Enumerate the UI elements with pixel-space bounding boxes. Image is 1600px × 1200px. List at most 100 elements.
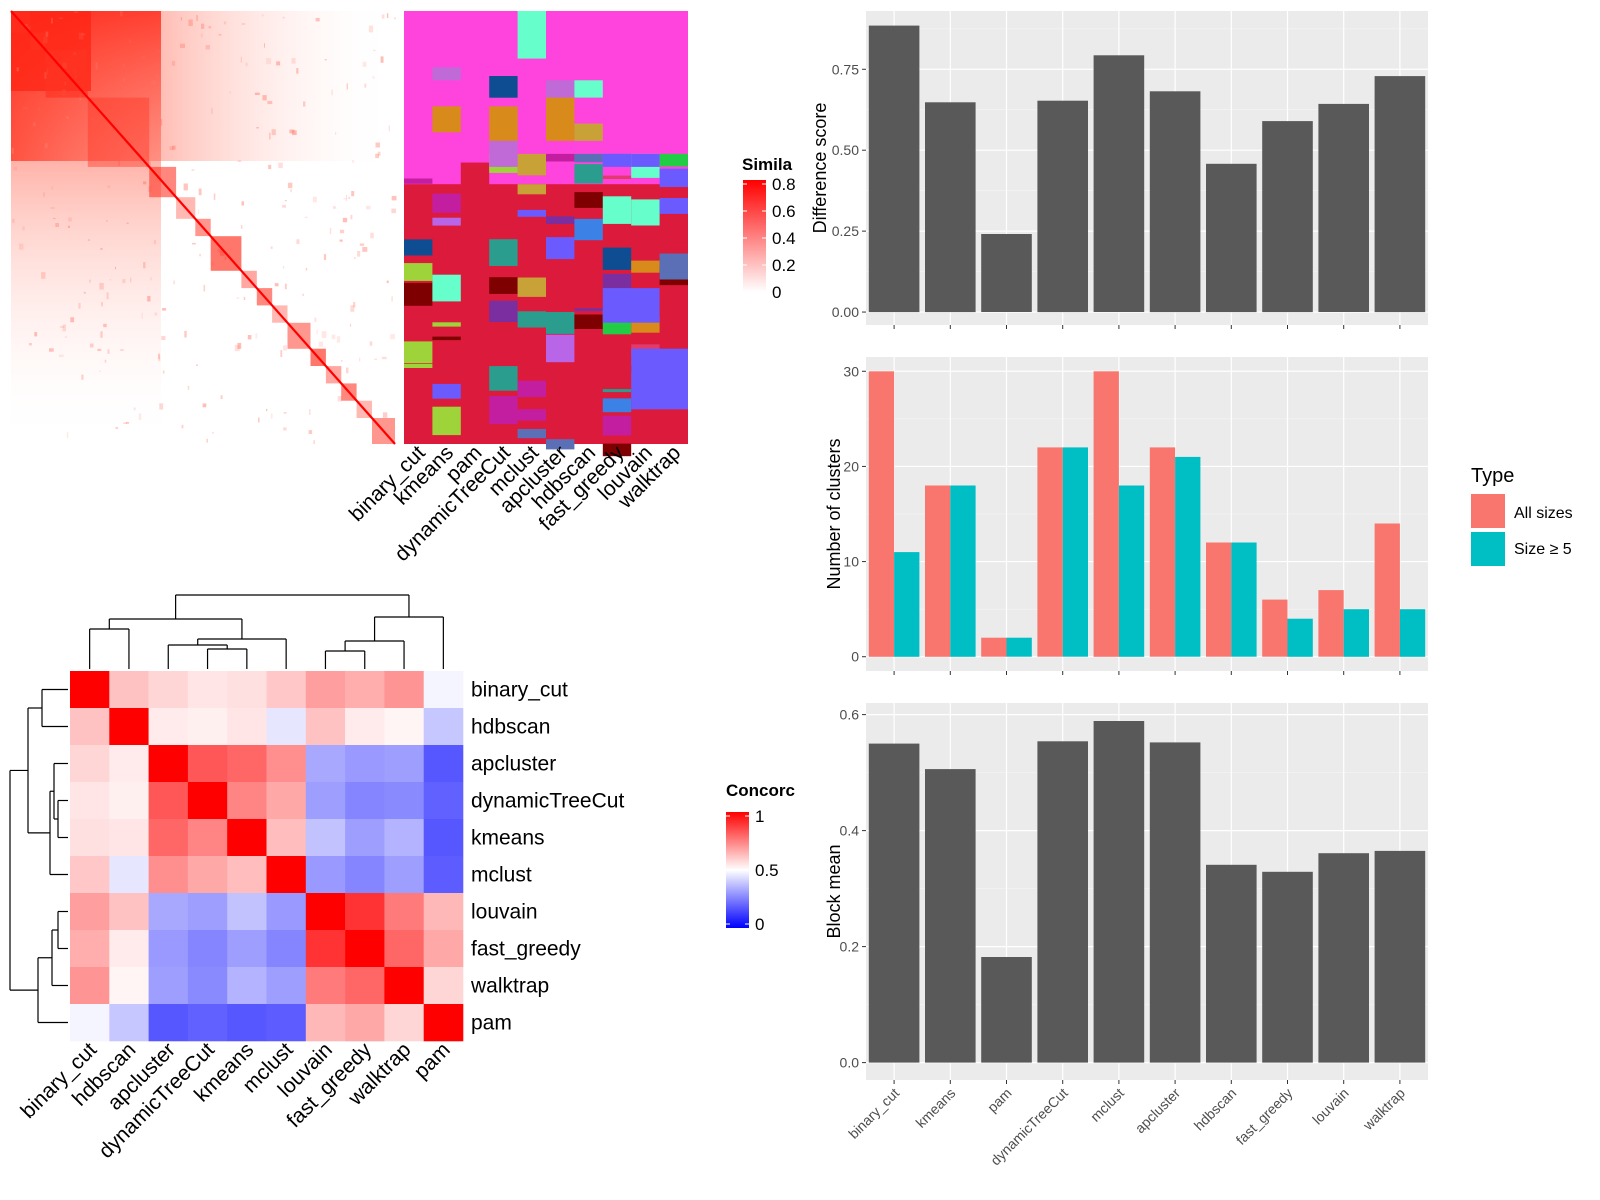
concordance-row-label: pam [471,1012,512,1035]
assignment-band [546,237,575,260]
bar [981,637,1007,657]
x-tick-label: apcluster [1132,1085,1184,1137]
concordance-cell [109,671,149,709]
similarity-speck [305,267,308,271]
similarity-speck [240,56,242,63]
similarity-speck [236,297,240,299]
similarity-speck [146,161,151,168]
similarity-speck [229,91,231,94]
concordance-cell [187,893,228,931]
assignment-band [489,239,518,266]
assignment-block [602,288,660,323]
concordance-cell [227,782,267,820]
number-of-clusters-plot: Number of clusters 0 10 20 30 [824,357,1428,675]
concordance-cell [70,856,110,894]
concordance-cell [266,745,307,783]
similarity-legend-colorbar [743,180,766,292]
assignment-band [432,322,461,327]
assignment-band [602,398,632,413]
assignment-band [659,168,688,187]
similarity-speck [321,331,327,338]
concordance-cell [148,893,189,931]
similarity-speck [283,427,287,431]
assignment-band [432,383,461,399]
similarity-speck [49,348,54,352]
similarity-speck [287,182,293,189]
similarity-speck [11,147,14,154]
bar [1262,871,1313,1063]
similarity-speck [264,43,265,48]
concordance-cell [345,782,385,820]
similarity-speck [208,26,212,29]
similarity-speck [51,186,54,190]
similarity-speck [83,291,86,294]
similarity-speck [23,24,28,27]
assignment-band [432,406,461,436]
concordance-cell [109,1004,149,1042]
concordance-cell [70,930,110,968]
assignment-band [574,153,603,163]
similarity-speck [346,194,348,201]
similarity-speck [270,246,273,249]
assignment-band [404,341,433,364]
bar [981,234,1032,312]
similarity-speck [58,17,63,19]
type-legend-label-size-5: Size ≥ 5 [1514,541,1572,558]
concordance-legend: Concorc 1 0.5 0 [726,781,795,934]
similarity-speck [390,334,395,340]
similarity-speck [391,195,397,201]
bar [925,485,951,657]
similarity-speck [183,183,188,191]
similarity-speck [158,354,161,362]
similarity-speck [262,95,267,101]
similarity-speck [95,62,98,70]
concordance-legend-tick-label: 0.5 [755,861,779,880]
difference-score-y-axis-title: Difference score [810,103,830,234]
similarity-speck [146,162,148,170]
similarity-speck [331,334,336,340]
x-tick-label: hdbscan [1191,1085,1240,1134]
similarity-speck [180,17,182,21]
concordance-legend-tick-label: 1 [755,807,764,826]
concordance-cell [187,745,228,783]
assignment-band [574,314,603,329]
similarity-speck [172,145,176,150]
concordance-cell [384,856,424,894]
similarity-speck [87,239,91,241]
similarity-speck [44,143,48,149]
similarity-speck [123,78,125,82]
similarity-speck [120,11,123,17]
similarity-speck [289,129,295,134]
similarity-speck [99,370,101,372]
concordance-cell [227,1004,267,1042]
assignment-band [574,164,603,184]
similarity-speck [59,354,64,358]
similarity-speck [381,356,387,360]
similarity-speck [52,218,56,220]
similarity-speck [78,302,81,309]
similarity-speck [66,116,69,119]
x-tick-label: walktrap [1359,1085,1408,1134]
similarity-speck [199,253,201,257]
similarity-speck [78,32,84,40]
similarity-speck [91,117,95,121]
similarity-speck [206,438,208,443]
similarity-speck [123,64,125,67]
similarity-speck [180,43,185,48]
concordance-cell [345,745,385,783]
similarity-speck [159,403,164,410]
y-tick-label: 0 [851,649,859,665]
assignment-band [602,247,632,270]
similarity-speck [196,364,198,366]
similarity-speck [339,229,345,234]
y-tick-label: 30 [843,363,859,379]
assignment-band [546,439,575,450]
similarity-speck [169,146,174,151]
similarity-speck [218,33,222,36]
assignment-band [602,175,632,179]
concordance-cell [187,1004,228,1042]
similarity-speck [62,324,66,332]
bar [1093,721,1145,1063]
concordance-cell [305,708,346,746]
bar [1037,741,1088,1063]
